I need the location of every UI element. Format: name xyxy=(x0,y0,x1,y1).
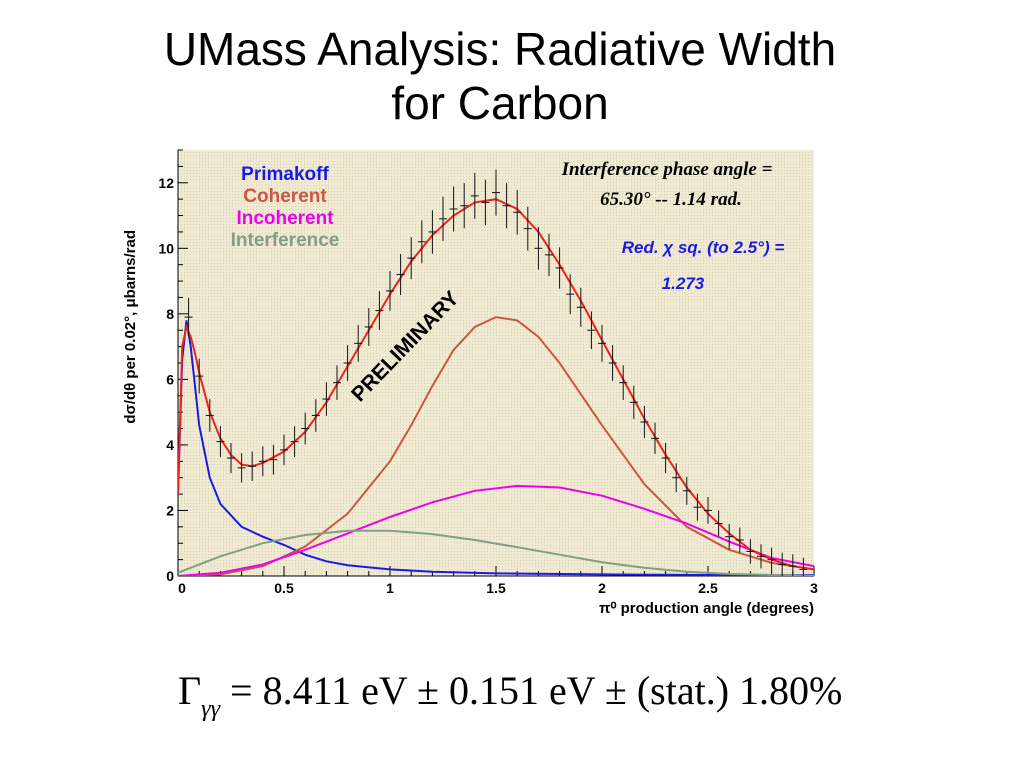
legend-entry-coherent: Coherent xyxy=(243,186,327,207)
data-point xyxy=(322,382,331,416)
x-tick-label: 3 xyxy=(810,580,818,596)
data-point xyxy=(640,405,649,439)
y-tick-label: 0 xyxy=(166,568,174,584)
data-point xyxy=(704,497,712,524)
x-tick-label: 1.5 xyxy=(486,580,506,596)
y-tick-label: 2 xyxy=(166,502,174,518)
data-point xyxy=(481,179,490,226)
data-point xyxy=(693,493,702,521)
data-point xyxy=(290,426,299,458)
data-point xyxy=(343,345,352,381)
data-point xyxy=(629,385,638,420)
data-point xyxy=(799,557,808,576)
formula-value: = 8.411 eV ± 0.151 eV ± (stat.) 1.80% xyxy=(220,668,843,713)
data-point xyxy=(682,476,691,505)
series-incoherent-curve xyxy=(178,484,814,576)
cross-section-chart: 0 0.5 1 1.5 2 2.5 3 0 2 4 6 8 10 12 π⁰ production angl… xyxy=(122,149,818,617)
data-point xyxy=(576,287,585,327)
data-point xyxy=(364,308,373,346)
y-tick-label: 8 xyxy=(166,306,174,322)
data-point xyxy=(778,552,787,576)
y-tick-label: 6 xyxy=(166,371,174,387)
phase-angle-value: 65.30° -- 1.14 rad. xyxy=(600,189,742,210)
data-point xyxy=(460,183,469,229)
data-point xyxy=(407,237,416,280)
chisq-label: Red. χ sq. (to 2.5°) = xyxy=(622,238,785,257)
data-point xyxy=(598,324,606,362)
slide-title: UMass Analysis: Radiative Width for Carb… xyxy=(0,22,1000,130)
data-point xyxy=(386,270,394,311)
data-point xyxy=(746,539,755,564)
data-point xyxy=(248,451,257,481)
data-point xyxy=(269,444,278,475)
data-point xyxy=(280,434,288,466)
data-point xyxy=(725,524,734,550)
data-point xyxy=(417,220,426,264)
data-point xyxy=(227,443,235,474)
data-point xyxy=(523,206,532,251)
data-point xyxy=(555,247,564,289)
data-point xyxy=(661,443,670,474)
x-tick-label: 2 xyxy=(598,580,606,596)
data-point xyxy=(439,196,447,242)
data-point xyxy=(714,510,723,537)
data-point xyxy=(513,189,522,235)
data-point xyxy=(534,227,543,270)
data-point xyxy=(333,365,341,400)
chisq-value: 1.273 xyxy=(662,274,705,293)
x-tick-label: 0.5 xyxy=(274,580,294,596)
formula-gamma: Γ xyxy=(178,668,202,713)
slide-title-line1: UMass Analysis: Radiative Width xyxy=(163,23,837,75)
series-coherent-curve xyxy=(178,316,814,576)
legend-entry-interference: Interference xyxy=(231,230,340,251)
x-axis-label: π⁰ production angle (degrees) xyxy=(599,600,814,617)
data-point xyxy=(672,463,681,493)
data-point xyxy=(492,169,500,216)
data-point xyxy=(587,311,596,350)
phase-angle-label: Interference phase angle = xyxy=(561,159,773,180)
data-point xyxy=(566,274,575,315)
x-tick-label: 1 xyxy=(386,580,394,596)
data-point xyxy=(375,291,384,331)
data-point xyxy=(608,345,617,381)
data-point xyxy=(301,412,310,445)
data-point xyxy=(237,453,246,483)
legend-entry-incoherent: Incoherent xyxy=(236,208,334,229)
data-point xyxy=(428,210,437,254)
x-tick-label: 0 xyxy=(178,580,186,596)
legend-entry-primakoff: Primakoff xyxy=(241,164,329,185)
data-point xyxy=(757,544,765,569)
data-point xyxy=(502,183,511,229)
data-point xyxy=(735,527,744,553)
data-point xyxy=(470,173,479,219)
data-point xyxy=(767,547,776,572)
data-point xyxy=(195,358,204,394)
y-tick-label: 10 xyxy=(158,240,174,256)
data-point xyxy=(205,399,214,432)
data-point xyxy=(311,399,320,432)
data-point xyxy=(788,554,797,576)
data-point xyxy=(216,426,225,458)
data-point xyxy=(545,233,553,276)
formula-subscript: γγ xyxy=(201,696,221,722)
data-point xyxy=(354,324,363,362)
data-point xyxy=(651,422,659,454)
radiative-width-formula: Γγγ = 8.411 eV ± 0.151 eV ± (stat.) 1.80… xyxy=(178,667,842,723)
data-point xyxy=(619,365,628,400)
slide-title-line2: for Carbon xyxy=(391,77,609,129)
y-tick-label: 12 xyxy=(158,175,174,191)
data-point xyxy=(258,446,267,477)
data-point xyxy=(449,186,458,232)
x-tick-label: 2.5 xyxy=(698,580,718,596)
data-point xyxy=(396,254,405,296)
plot-frame: 0 0.5 1 1.5 2 2.5 3 0 2 4 6 8 10 12 π⁰ production angl… xyxy=(103,146,893,630)
y-tick-label: 4 xyxy=(166,437,174,453)
data-point xyxy=(184,297,193,337)
y-axis-label: dσ/dθ per 0.02°, μbarns/rad xyxy=(122,230,139,424)
series-interference-curve xyxy=(178,529,814,576)
